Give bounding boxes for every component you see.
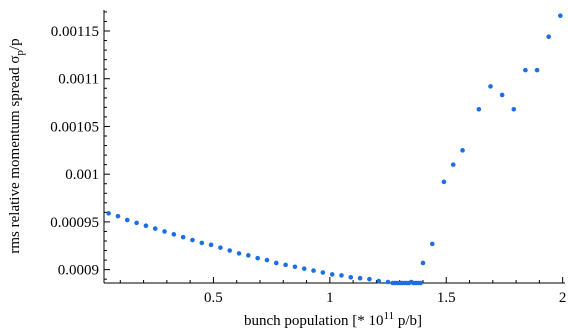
data-point (476, 106, 482, 112)
data-point (339, 273, 344, 278)
data-point (558, 13, 563, 19)
data-point (162, 229, 167, 234)
x-tick-label: 1 (326, 290, 334, 306)
data-point (499, 92, 505, 98)
data-point (190, 237, 195, 243)
data-point (429, 241, 435, 247)
data-point (246, 253, 251, 258)
data-point (546, 34, 552, 40)
data-point (152, 226, 158, 231)
y-tick-label: 0.0009 (58, 263, 99, 279)
data-point (376, 278, 382, 284)
data-point (115, 213, 121, 219)
data-point (367, 276, 372, 282)
data-point (106, 211, 111, 216)
data-point (227, 248, 233, 253)
data-point (273, 260, 279, 266)
data-point (534, 67, 540, 73)
data-point (348, 274, 354, 280)
data-point (264, 257, 270, 263)
data-point (441, 179, 447, 185)
data-point (199, 240, 205, 246)
data-point (171, 232, 177, 237)
data-point (255, 255, 260, 261)
data-point (301, 266, 307, 271)
data-point (236, 251, 242, 256)
data-point (418, 280, 423, 286)
y-tick-label: 0.001 (65, 167, 99, 183)
data-point (488, 84, 493, 89)
x-tick-label: 2 (559, 290, 567, 306)
data-point (208, 242, 214, 248)
y-tick-label: 0.00095 (50, 215, 99, 231)
data-point (143, 223, 149, 229)
data-point (180, 234, 186, 240)
data-point (320, 270, 326, 275)
y-tick-label: 0.00105 (50, 119, 99, 135)
data-point (218, 245, 223, 250)
data-point (311, 268, 316, 273)
y-tick-label: 0.00115 (51, 24, 99, 40)
data-point (292, 264, 298, 270)
data-points (106, 13, 563, 286)
y-axis-title: rms relative momentum spread σp/p (7, 38, 26, 253)
data-point (460, 148, 465, 153)
data-point (329, 272, 335, 277)
data-point (124, 217, 130, 223)
data-point (420, 260, 426, 266)
x-tick-label: 1.5 (437, 290, 456, 306)
axes (103, 10, 565, 284)
data-point (450, 162, 456, 167)
data-point (283, 262, 288, 268)
x-tick-label: 0.5 (204, 290, 223, 306)
x-axis-title: bunch population [* 1011 p/b] (244, 310, 422, 329)
data-point (523, 67, 528, 73)
data-point (511, 106, 517, 112)
data-point (134, 220, 139, 226)
data-point (357, 275, 363, 281)
y-tick-label: 0.0011 (58, 72, 99, 88)
data-point (385, 279, 391, 285)
ticks: 0.5 1 1.5 2 0.0009 0.00095 0.001 0.00105 0.0011 0… (50, 11, 567, 306)
